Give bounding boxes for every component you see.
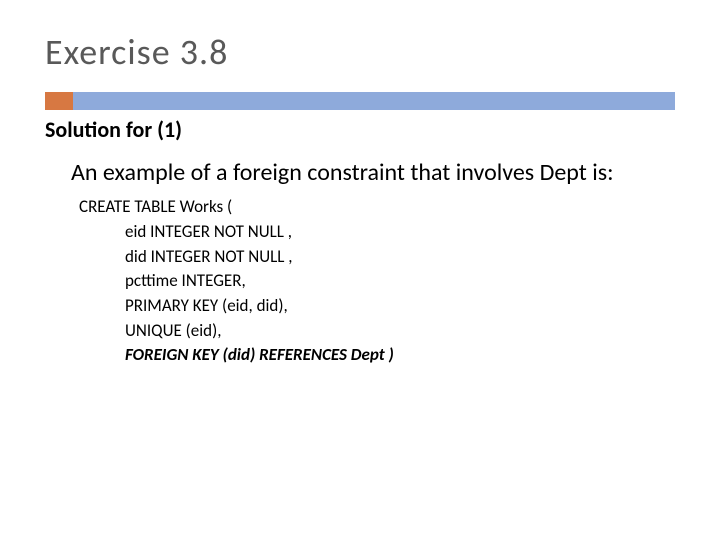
code-line-emphasis: FOREIGN KEY (did) REFERENCES Dept ) — [125, 343, 675, 368]
subtitle: Solution for (1) — [45, 116, 675, 143]
code-line: UNIQUE (eid), — [125, 319, 675, 344]
code-line: CREATE TABLE Works ( — [79, 195, 675, 220]
accent-block — [45, 92, 73, 110]
slide-container: Exercise 3.8 Solution for (1) An example… — [0, 0, 720, 540]
code-line: pcttime INTEGER, — [125, 269, 675, 294]
code-block: CREATE TABLE Works ( eid INTEGER NOT NUL… — [79, 195, 675, 367]
code-line: PRIMARY KEY (eid, did), — [125, 294, 675, 319]
accent-line — [73, 92, 675, 110]
slide-title: Exercise 3.8 — [45, 30, 675, 74]
divider — [45, 92, 675, 110]
code-line: eid INTEGER NOT NULL , — [125, 220, 675, 245]
body-text: An example of a foreign constraint that … — [71, 157, 675, 189]
code-line: did INTEGER NOT NULL , — [125, 245, 675, 270]
